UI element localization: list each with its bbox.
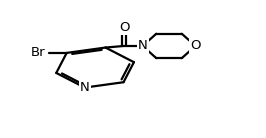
Text: N: N (138, 39, 147, 52)
Text: O: O (190, 39, 201, 52)
Text: O: O (119, 21, 129, 34)
Text: Br: Br (31, 46, 45, 59)
Text: N: N (80, 81, 90, 94)
